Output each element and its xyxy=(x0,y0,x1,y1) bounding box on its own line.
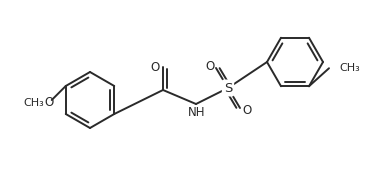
Text: NH: NH xyxy=(188,105,206,119)
Text: O: O xyxy=(242,104,252,116)
Text: S: S xyxy=(224,82,232,94)
Text: O: O xyxy=(205,60,215,73)
Text: CH₃: CH₃ xyxy=(339,63,360,73)
Text: CH₃: CH₃ xyxy=(23,98,44,108)
Text: O: O xyxy=(151,61,159,73)
Text: O: O xyxy=(44,96,54,110)
